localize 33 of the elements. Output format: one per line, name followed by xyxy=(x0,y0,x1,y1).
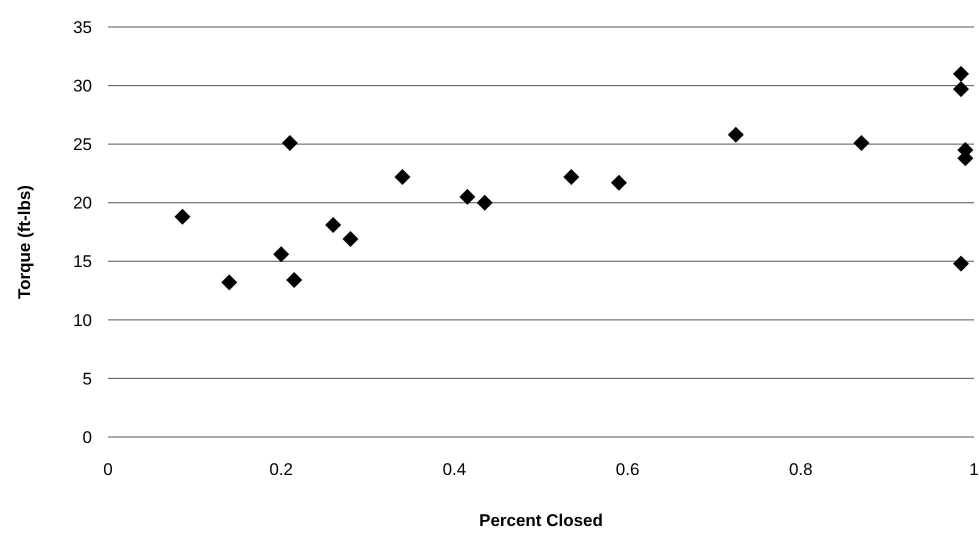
x-tick-label: 0.2 xyxy=(269,460,294,479)
x-tick-label: 0.6 xyxy=(616,460,640,479)
point xyxy=(953,256,970,272)
x-tick-label: 0 xyxy=(103,460,113,479)
y-tick-label: 0 xyxy=(82,428,92,447)
y-tick-label: 5 xyxy=(82,369,92,388)
x-tick-label: 1 xyxy=(969,460,979,479)
y-tick-label: 10 xyxy=(73,310,92,330)
point xyxy=(221,274,238,290)
point xyxy=(459,188,476,205)
point xyxy=(325,216,342,233)
point xyxy=(610,174,627,191)
point xyxy=(953,66,970,82)
y-tick-label: 15 xyxy=(73,252,92,272)
y-tick-label: 30 xyxy=(73,76,92,96)
y-tick-label: 20 xyxy=(73,194,92,213)
point xyxy=(728,126,744,143)
point xyxy=(563,168,580,185)
x-tick-label: 0.8 xyxy=(788,460,813,479)
point xyxy=(282,134,298,151)
point xyxy=(342,231,358,248)
y-tick-label: 35 xyxy=(73,18,92,37)
y-axis-title: Torque (ft-lbs) xyxy=(15,185,34,299)
point xyxy=(476,194,493,211)
point xyxy=(953,81,970,98)
x-tick-label: 0.4 xyxy=(442,460,466,479)
x-axis-title: Percent Closed xyxy=(479,511,603,530)
point xyxy=(273,246,290,262)
point xyxy=(853,134,870,151)
y-tick-label: 25 xyxy=(73,135,92,154)
point xyxy=(286,272,302,288)
point xyxy=(174,208,190,225)
point xyxy=(394,168,410,185)
